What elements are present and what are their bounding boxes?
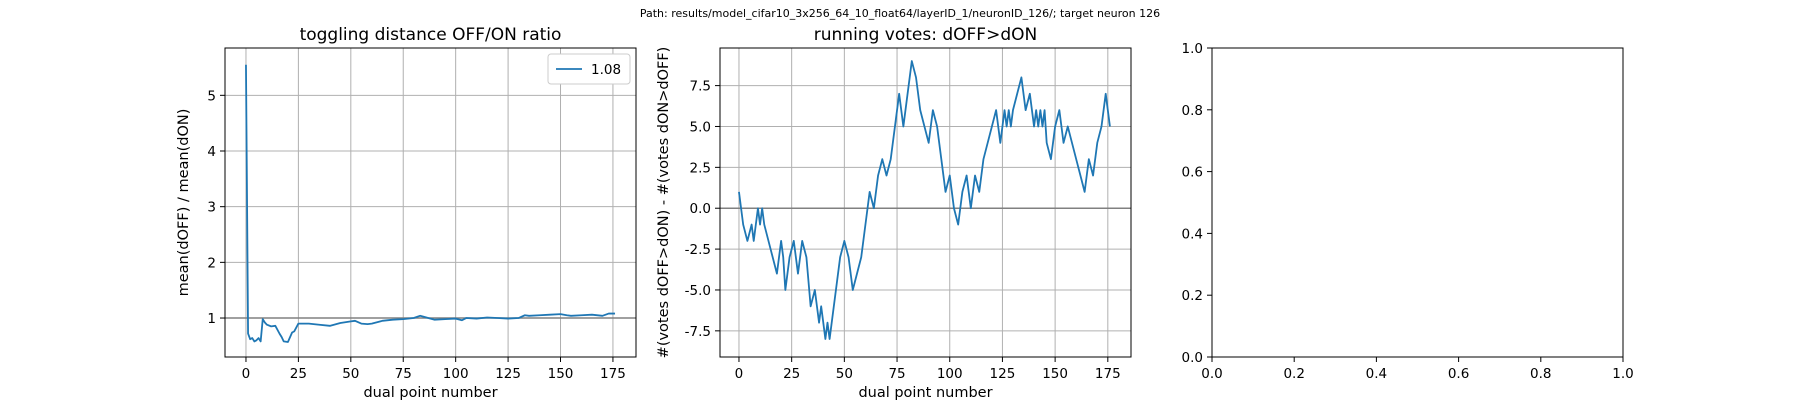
x-tick-label: 1.0 <box>1612 366 1633 382</box>
y-tick-label: 0.4 <box>1182 226 1203 242</box>
y-tick-label: -7.5 <box>685 324 711 340</box>
axes-frame <box>1211 47 1624 358</box>
y-tick-label: 0.8 <box>1182 103 1203 119</box>
x-tick-label: 0.4 <box>1366 366 1387 382</box>
y-tick-label: 3 <box>207 200 216 216</box>
y-tick-label: -5.0 <box>685 283 711 299</box>
x-tick-label: 100 <box>443 366 469 382</box>
chart-title: toggling distance OFF/ON ratio <box>300 25 562 45</box>
x-tick-label: 150 <box>548 366 574 382</box>
y-tick-label: 0.0 <box>1182 350 1203 366</box>
y-tick-label: 1.0 <box>1182 41 1203 57</box>
y-tick-label: 5 <box>207 88 216 104</box>
chart-title: running votes: dOFF>dON <box>814 25 1037 45</box>
legend: 1.08 <box>547 53 631 85</box>
y-tick-label: 7.5 <box>690 79 711 95</box>
y-tick-label: 2 <box>207 255 216 271</box>
x-tick-label: 75 <box>888 366 905 382</box>
y-tick-label: 2.5 <box>690 160 711 176</box>
x-tick-label: 25 <box>783 366 800 382</box>
figure-suptitle: Path: results/model_cifar10_3x256_64_10_… <box>639 7 1161 20</box>
y-tick-label: 4 <box>207 144 216 160</box>
x-tick-label: 25 <box>290 366 307 382</box>
axes-frame <box>224 47 637 358</box>
x-tick-label: 50 <box>342 366 359 382</box>
y-axis-label: mean(dOFF) / mean(dON) <box>176 109 192 297</box>
axes-2: 0 25 50 75 100 125 150 175 -7.5 -5.0 -2.5 0.0 2.5 5.0… <box>656 25 1132 400</box>
y-tick-label: 0.0 <box>690 201 711 217</box>
x-tick-label: 0.6 <box>1448 366 1469 382</box>
y-axis-label: #(votes dOFF>dON) - #(votes dON>dOFF) <box>656 47 672 359</box>
x-tick-label: 175 <box>1095 366 1121 382</box>
x-tick-label: 175 <box>600 366 626 382</box>
series-line <box>738 60 1111 340</box>
x-axis-label: dual point number <box>858 385 992 400</box>
x-axis-label: dual point number <box>363 385 497 400</box>
axes-3: 0.0 0.2 0.4 0.6 0.8 1.0 0.0 0.2 0.4 0.6 0.8 1.0 <box>1182 41 1634 382</box>
x-tick-label: 0.2 <box>1283 366 1304 382</box>
x-tick-label: 0.0 <box>1201 366 1222 382</box>
y-tick-label: 0.6 <box>1182 165 1203 181</box>
x-tick-label: 75 <box>395 366 412 382</box>
y-tick-label: 1 <box>207 311 216 327</box>
y-tick-label: 0.2 <box>1182 288 1203 304</box>
legend-entry-label: 1.08 <box>591 62 621 78</box>
axes-1: 0 25 50 75 100 125 150 175 1 2 3 4 5 toggling distanc… <box>176 25 637 400</box>
x-tick-label: 125 <box>990 366 1016 382</box>
x-tick-label: 50 <box>836 366 853 382</box>
x-tick-label: 0 <box>242 366 251 382</box>
axes-frame <box>719 47 1132 358</box>
y-tick-label: -2.5 <box>685 242 711 258</box>
x-tick-label: 0 <box>735 366 744 382</box>
x-tick-label: 125 <box>495 366 521 382</box>
x-tick-label: 100 <box>937 366 963 382</box>
x-tick-label: 0.8 <box>1530 366 1551 382</box>
legend-box <box>547 53 631 85</box>
x-tick-label: 150 <box>1042 366 1068 382</box>
y-tick-label: 5.0 <box>690 119 711 135</box>
series-line <box>245 64 616 343</box>
